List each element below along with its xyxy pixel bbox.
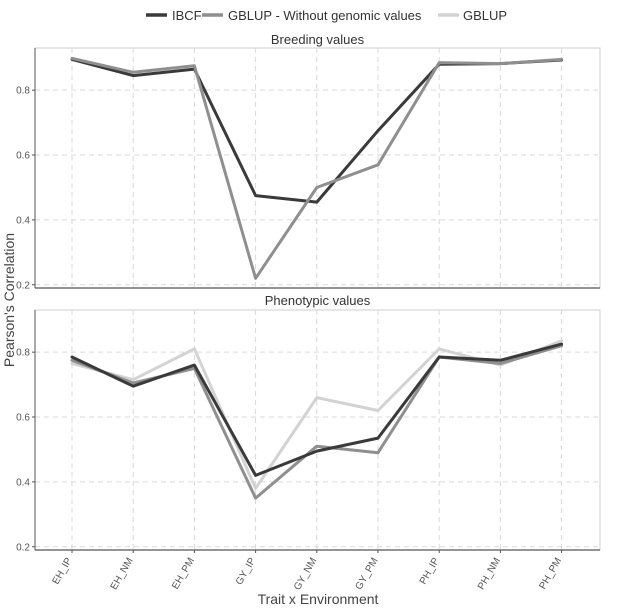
y-tick-label: 0.2 <box>16 280 30 291</box>
panel-title: Phenotypic values <box>265 293 371 308</box>
y-tick-label: 0.4 <box>16 477 30 488</box>
x-tick-label: PH_PM <box>537 556 564 591</box>
legend: IBCF GBLUP - Without genomic values GBLUP <box>146 8 507 23</box>
y-tick-label: 0.8 <box>16 348 30 359</box>
x-tick-label: EH_IP <box>51 556 75 587</box>
x-tick-label: GY_NM <box>292 556 319 592</box>
series-line-gblup-without-genomic-values <box>70 56 564 280</box>
x-tick-label: PH_IP <box>418 556 442 587</box>
y-tick-label: 0.8 <box>16 86 30 97</box>
panel-border <box>34 47 601 289</box>
legend-label-1: IBCF <box>172 8 202 23</box>
x-tick-label: GY_PM <box>354 556 381 592</box>
panel-1: Breeding values 0.2 0.4 0.6 0.8 <box>16 32 601 291</box>
panel-title: Breeding values <box>271 32 365 47</box>
y-tick-label: 0.6 <box>16 151 30 162</box>
y-tick-label: 0.6 <box>16 413 30 424</box>
y-tick-label: 0.2 <box>16 542 30 553</box>
panel-border <box>34 309 601 551</box>
legend-label-2: GBLUP - Without genomic values <box>228 8 422 23</box>
x-tick-label: EH_NM <box>109 556 136 592</box>
y-axis-title: Pearson's Correlation <box>1 233 17 367</box>
x-tick-label: GY_IP <box>234 556 258 587</box>
x-axis-title: Trait x Environment <box>258 591 379 607</box>
x-tick-label: EH_PM <box>170 556 197 591</box>
x-tick-label: PH_NM <box>476 556 503 592</box>
legend-label-3: GBLUP <box>463 8 507 23</box>
panel-2: Phenotypic values 0.2 0.4 0.6 0.8 EH_IP EH_NM E… <box>16 293 601 592</box>
y-tick-label: 0.4 <box>16 215 30 226</box>
series-line-ibcf <box>70 342 564 477</box>
